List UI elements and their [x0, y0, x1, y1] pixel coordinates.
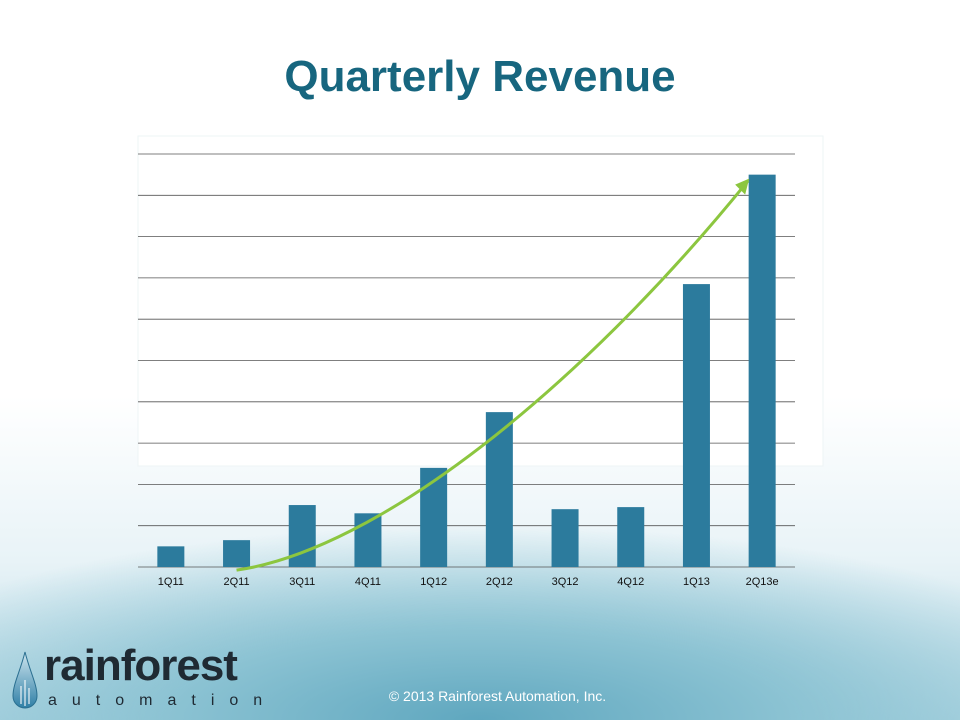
raindrop-icon	[12, 651, 38, 709]
slide-title: Quarterly Revenue	[284, 52, 676, 101]
plot-area	[137, 135, 824, 467]
trend-arrow-line	[236, 179, 750, 572]
x-tick-label: 3Q12	[552, 576, 579, 588]
logo-wordmark: rainforest	[44, 641, 238, 690]
x-tick-label: 2Q11	[224, 576, 250, 588]
bar-1Q12	[420, 467, 448, 567]
bar-3Q12	[551, 509, 579, 567]
x-tick-label: 3Q11	[289, 576, 315, 588]
trend-arrow-head-icon	[735, 178, 750, 195]
x-tick-label: 1Q11	[158, 576, 184, 588]
x-tick-label: 1Q13	[683, 576, 710, 588]
logo-tagline: automation	[48, 692, 278, 709]
bar-3Q11	[288, 505, 316, 567]
bar-1Q11	[157, 546, 185, 567]
copyright-notice: © 2013 Rainforest Automation, Inc.	[388, 688, 607, 704]
rainforest-logo: rainforest automation	[10, 644, 270, 714]
bar-2Q11	[223, 540, 251, 567]
x-tick-label: 1Q12	[420, 576, 447, 588]
x-tick-label: 2Q12	[486, 576, 513, 588]
bar-2Q12	[485, 412, 513, 567]
x-tick-label: 2Q13e	[746, 576, 779, 588]
bar-4Q12	[617, 507, 645, 567]
x-tick-label: 4Q12	[617, 576, 644, 588]
x-tick-label: 4Q11	[355, 576, 381, 588]
bar-2Q13e	[748, 174, 776, 567]
bar-1Q13	[682, 284, 710, 567]
